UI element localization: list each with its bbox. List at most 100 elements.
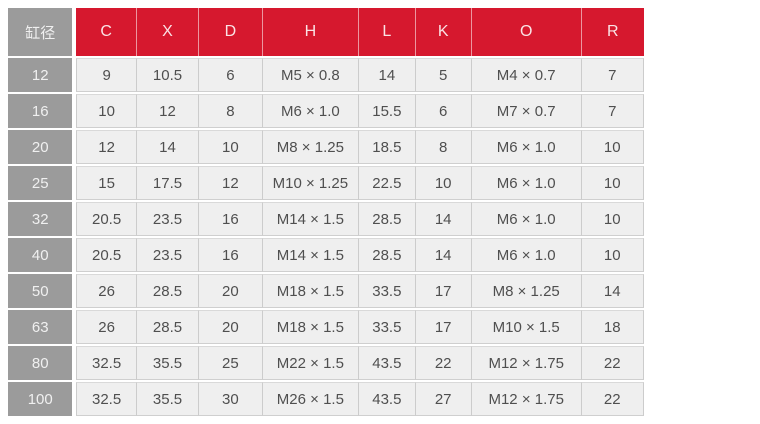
- table-cell: 12: [199, 166, 263, 200]
- table-cell: 23.5: [136, 202, 200, 236]
- table-cell: M6 × 1.0: [471, 202, 582, 236]
- table-cell: M8 × 1.25: [471, 274, 582, 308]
- table-cell: M6 × 1.0: [471, 130, 582, 164]
- column-header-X: X: [136, 8, 200, 56]
- table-cell: 14: [415, 202, 472, 236]
- table-cell: M18 × 1.5: [262, 274, 360, 308]
- table-row: 12 9 10.5 6 M5 × 0.8 14 5 M4 × 0.7 7: [8, 58, 644, 92]
- row-header-cell: 16: [8, 94, 77, 128]
- table-row: 50 26 28.5 20 M18 × 1.5 33.5 17 M8 × 1.25 14: [8, 274, 644, 308]
- table-cell: 8: [199, 94, 263, 128]
- table-cell: 12: [76, 130, 137, 164]
- table-cell: 43.5: [359, 346, 416, 380]
- table-cell: 14: [581, 274, 644, 308]
- table-cell: 22: [581, 346, 644, 380]
- table-cell: M26 × 1.5: [262, 382, 360, 416]
- table-row: 63 26 28.5 20 M18 × 1.5 33.5 17 M10 × 1.5 18: [8, 310, 644, 344]
- column-header-bore: 缸径: [8, 8, 77, 56]
- table-cell: M22 × 1.5: [262, 346, 360, 380]
- table-cell: 10: [76, 94, 137, 128]
- row-header-cell: 20: [8, 130, 77, 164]
- table-cell: 30: [199, 382, 263, 416]
- table-cell: 14: [359, 58, 416, 92]
- table-cell: M6 × 1.0: [471, 166, 582, 200]
- table-cell: 17.5: [136, 166, 200, 200]
- table-cell: 33.5: [359, 310, 416, 344]
- table-cell: M6 × 1.0: [262, 94, 360, 128]
- table-cell: M18 × 1.5: [262, 310, 360, 344]
- table-row: 40 20.5 23.5 16 M14 × 1.5 28.5 14 M6 × 1.0 10: [8, 238, 644, 272]
- table-cell: 28.5: [136, 310, 200, 344]
- table-cell: 10: [581, 202, 644, 236]
- table-cell: 27: [415, 382, 472, 416]
- table-cell: 7: [581, 58, 644, 92]
- header-row: 缸径 C X D H L K O R: [8, 8, 644, 56]
- row-header-cell: 50: [8, 274, 77, 308]
- column-header-K: K: [415, 8, 472, 56]
- table-cell: 14: [136, 130, 200, 164]
- table-row: 32 20.5 23.5 16 M14 × 1.5 28.5 14 M6 × 1.0 10: [8, 202, 644, 236]
- table-cell: 20: [199, 310, 263, 344]
- table-cell: 9: [76, 58, 137, 92]
- table-cell: 14: [415, 238, 472, 272]
- table-cell: 28.5: [359, 238, 416, 272]
- column-header-C: C: [76, 8, 137, 56]
- table-cell: 17: [415, 310, 472, 344]
- table-row: 100 32.5 35.5 30 M26 × 1.5 43.5 27 M12 × 1.75 22: [8, 382, 644, 416]
- table-cell: 18: [581, 310, 644, 344]
- table-cell: 12: [136, 94, 200, 128]
- table-cell: 18.5: [359, 130, 416, 164]
- table-cell: M6 × 1.0: [471, 238, 582, 272]
- table-cell: 35.5: [136, 346, 200, 380]
- table-cell: M7 × 0.7: [471, 94, 582, 128]
- table-cell: 7: [581, 94, 644, 128]
- table-cell: 8: [415, 130, 472, 164]
- table-cell: 10: [581, 238, 644, 272]
- page: 缸径 C X D H L K O R 12 9 10.5 6 M5 × 0.8 14 5 M4 × 0.7 7 1…: [0, 6, 760, 424]
- table-row: 20 12 14 10 M8 × 1.25 18.5 8 M6 × 1.0 10: [8, 130, 644, 164]
- row-header-cell: 25: [8, 166, 77, 200]
- table-cell: 6: [199, 58, 263, 92]
- table-row: 16 10 12 8 M6 × 1.0 15.5 6 M7 × 0.7 7: [8, 94, 644, 128]
- table-cell: 43.5: [359, 382, 416, 416]
- table-cell: M10 × 1.25: [262, 166, 360, 200]
- table-cell: M14 × 1.5: [262, 202, 360, 236]
- table-cell: 20: [199, 274, 263, 308]
- column-header-O: O: [471, 8, 582, 56]
- row-header-cell: 40: [8, 238, 77, 272]
- table-row: 80 32.5 35.5 25 M22 × 1.5 43.5 22 M12 × 1.75 22: [8, 346, 644, 380]
- row-header-cell: 80: [8, 346, 77, 380]
- table-cell: 5: [415, 58, 472, 92]
- table-cell: M14 × 1.5: [262, 238, 360, 272]
- table-cell: 15.5: [359, 94, 416, 128]
- column-header-D: D: [199, 8, 263, 56]
- table-cell: 10: [581, 166, 644, 200]
- table-cell: 10.5: [136, 58, 200, 92]
- table-cell: 32.5: [76, 382, 137, 416]
- row-header-cell: 32: [8, 202, 77, 236]
- table-cell: M8 × 1.25: [262, 130, 360, 164]
- table-cell: 10: [581, 130, 644, 164]
- table-cell: 28.5: [359, 202, 416, 236]
- column-header-R: R: [581, 8, 644, 56]
- table-cell: 16: [199, 202, 263, 236]
- row-header-cell: 12: [8, 58, 77, 92]
- table-cell: M5 × 0.8: [262, 58, 360, 92]
- table-cell: 22.5: [359, 166, 416, 200]
- table-cell: M12 × 1.75: [471, 382, 582, 416]
- table-cell: 20.5: [76, 238, 137, 272]
- table-cell: 25: [199, 346, 263, 380]
- table-cell: M10 × 1.5: [471, 310, 582, 344]
- table-cell: 33.5: [359, 274, 416, 308]
- table-cell: 35.5: [136, 382, 200, 416]
- table-cell: 26: [76, 310, 137, 344]
- table-cell: 22: [415, 346, 472, 380]
- table-cell: 6: [415, 94, 472, 128]
- table-cell: 15: [76, 166, 137, 200]
- table-cell: 32.5: [76, 346, 137, 380]
- table-row: 25 15 17.5 12 M10 × 1.25 22.5 10 M6 × 1.0 10: [8, 166, 644, 200]
- table-cell: M4 × 0.7: [471, 58, 582, 92]
- row-header-cell: 63: [8, 310, 77, 344]
- table-cell: 22: [581, 382, 644, 416]
- table-cell: M12 × 1.75: [471, 346, 582, 380]
